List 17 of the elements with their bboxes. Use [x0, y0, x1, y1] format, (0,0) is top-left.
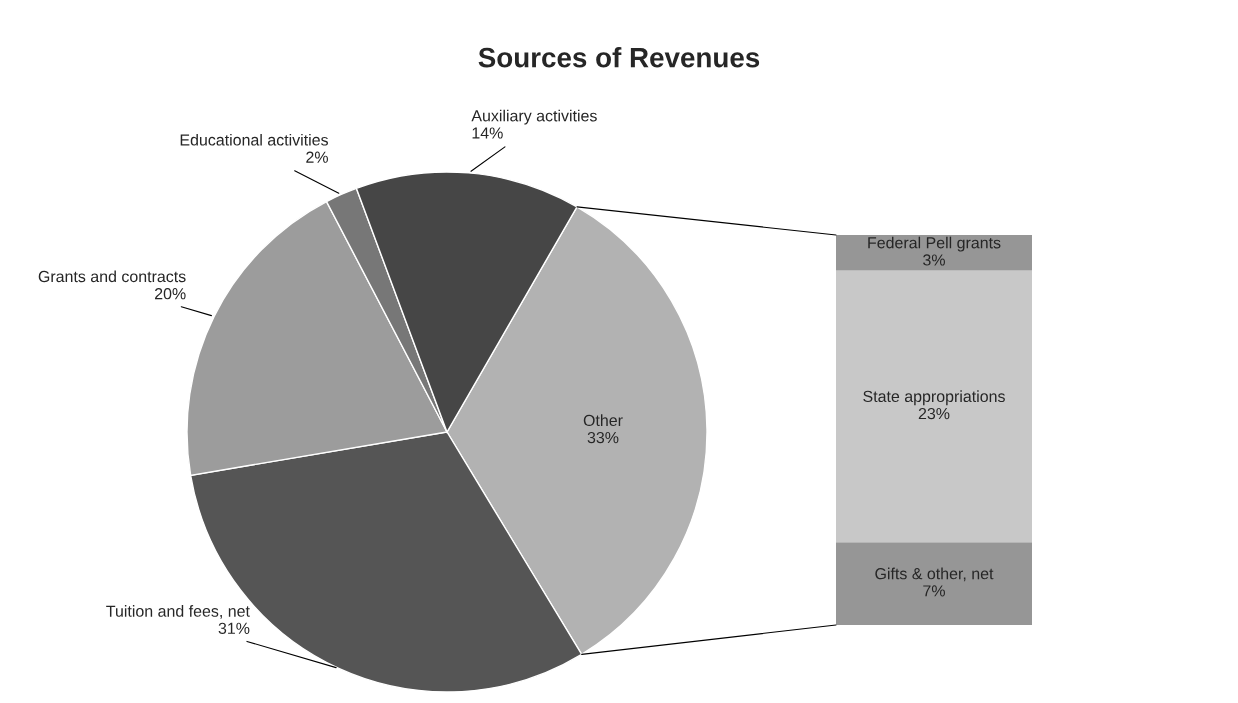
series-label: State appropriations: [863, 390, 1005, 406]
data-label: 31%: [218, 622, 250, 635]
data-label: 23%: [918, 407, 950, 420]
data-label: 3%: [923, 254, 945, 266]
data-label: 20%: [155, 288, 186, 300]
data-label: 7%: [923, 585, 945, 597]
chart-title: Sources of Revenues: [478, 47, 760, 68]
data-label: 14%: [472, 127, 503, 139]
series-label: Gifts & other, net: [875, 567, 994, 582]
slice-label: Grants and contracts: [38, 270, 186, 283]
data-label: 2%: [306, 151, 328, 163]
slice-label: Tuition and fees, net: [106, 605, 250, 619]
slice-label: Auxiliary activities: [471, 109, 597, 125]
series-label: Federal Pell grants: [868, 236, 1001, 252]
slice-label: Educational activities: [180, 133, 328, 146]
data-label: 33%: [587, 431, 619, 444]
slice-label: Other: [583, 414, 623, 427]
